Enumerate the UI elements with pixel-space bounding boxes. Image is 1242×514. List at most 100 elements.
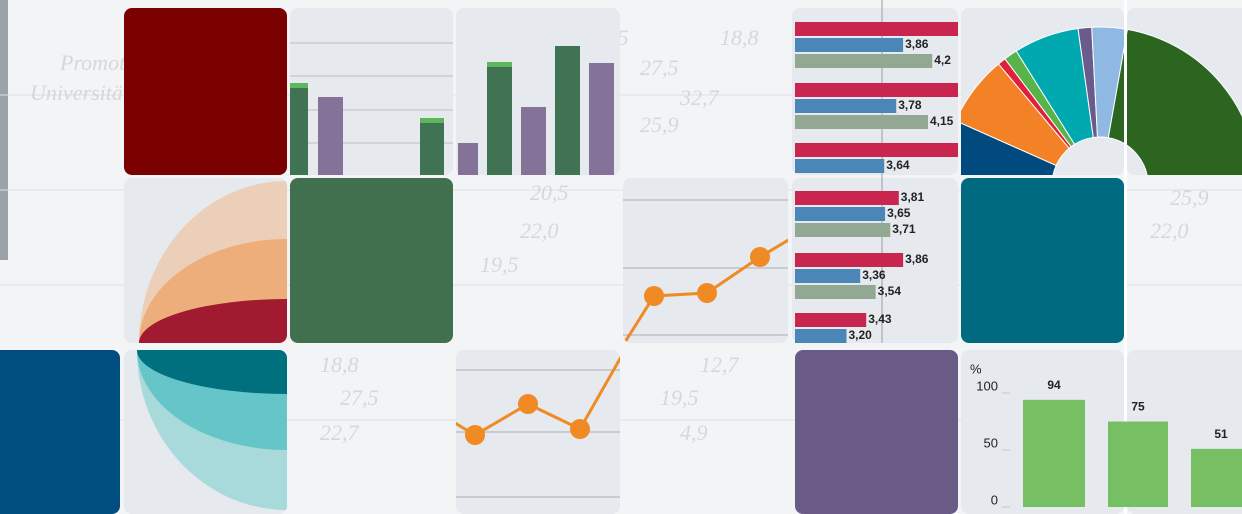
background-number: 22,0 — [520, 218, 559, 243]
background-number: 27,5 — [340, 385, 379, 410]
dot — [697, 283, 717, 303]
tile — [290, 178, 453, 343]
edge-strip — [0, 0, 8, 260]
bar — [420, 123, 444, 175]
background-number: 19,5 — [660, 385, 699, 410]
tile — [961, 178, 1124, 343]
bar — [795, 223, 891, 237]
fan-layer — [137, 350, 287, 450]
bar — [795, 143, 958, 157]
bar-cap — [487, 62, 512, 67]
bar-cap — [290, 83, 308, 88]
dot — [518, 394, 538, 414]
value-label: 3,81 — [901, 190, 925, 204]
bar — [589, 63, 614, 175]
fan-layer — [137, 350, 287, 394]
y-tick-label: 100 — [976, 378, 998, 393]
value-label: 4,15 — [930, 114, 954, 128]
dot — [465, 425, 485, 445]
bar — [521, 107, 546, 175]
background-number: 22,7 — [320, 420, 360, 445]
value-label: 94 — [1047, 378, 1061, 392]
tile — [0, 350, 120, 514]
dot — [750, 247, 770, 267]
background-number: Universität — [30, 80, 130, 105]
bar — [1108, 421, 1168, 507]
dot — [644, 286, 664, 306]
fan — [139, 181, 287, 343]
fan-layer — [139, 299, 287, 343]
fan — [137, 350, 287, 510]
bar — [795, 115, 928, 129]
bar — [795, 329, 847, 343]
y-tick-label: 50 — [984, 435, 998, 450]
bar — [318, 97, 343, 175]
bar — [555, 46, 580, 175]
bar — [795, 159, 885, 173]
bar — [795, 83, 958, 97]
mini-line — [623, 199, 788, 343]
axis-unit: % — [970, 361, 982, 376]
y-tick-label: 0 — [991, 492, 998, 507]
bar — [795, 191, 899, 205]
bar-cap — [420, 118, 444, 123]
background-number: 4,9 — [680, 420, 708, 445]
value-label: 3,86 — [905, 252, 929, 266]
value-label: 3,54 — [878, 284, 902, 298]
bar — [1023, 399, 1085, 507]
bar-group: 3,43 3,20 — [795, 312, 892, 343]
bar — [458, 143, 478, 175]
background-number: 25,9 — [1170, 185, 1209, 210]
vbars: % 0 50 100 94 75 51 — [970, 361, 1242, 508]
value-label: 3,20 — [848, 328, 872, 342]
bar — [795, 38, 904, 52]
value-label: 3,78 — [898, 98, 922, 112]
tile — [124, 8, 287, 175]
value-label: 51 — [1214, 427, 1228, 441]
value-label: 3,65 — [887, 206, 911, 220]
mini-bars — [290, 42, 614, 175]
bar — [795, 313, 867, 327]
donut-segment — [961, 122, 1057, 175]
value-label: 3,71 — [892, 222, 916, 236]
donut — [961, 26, 1242, 175]
bar — [487, 67, 512, 175]
bar — [795, 22, 958, 36]
mini-line — [456, 350, 620, 498]
donut-segment — [1107, 28, 1242, 175]
bar — [795, 269, 861, 283]
background-number: 18,8 — [720, 25, 759, 50]
background-number: 22,0 — [1150, 218, 1189, 243]
bar-group: 3,78 4,15 — [795, 83, 958, 129]
bar — [795, 207, 886, 221]
bar-group: 3,64 — [795, 143, 958, 173]
background-number: 12,7 — [700, 352, 740, 377]
bar — [795, 285, 876, 299]
tile — [623, 178, 788, 343]
background-number: 18,8 — [320, 352, 359, 377]
hbars: 3,86 4,2 3,78 4,15 3,64 3,81 3,65 3,71 3,863,363… — [795, 22, 958, 343]
bar-group: 3,86 4,2 — [795, 22, 958, 68]
background-number: 20,5 — [530, 180, 569, 205]
bar — [795, 54, 933, 68]
bar — [1191, 448, 1242, 507]
value-label: 3,86 — [905, 37, 929, 51]
value-label: 3,64 — [886, 158, 910, 172]
tile-gap — [1124, 0, 1127, 514]
bar — [290, 88, 308, 175]
bar — [795, 99, 897, 113]
fan-layer — [139, 239, 287, 343]
bar-group: 3,86 3,36 3,54 — [795, 252, 929, 299]
tile — [795, 350, 958, 514]
value-label: 75 — [1131, 400, 1145, 414]
value-label: 4,2 — [934, 53, 951, 67]
dot — [570, 419, 590, 439]
value-label: 3,43 — [868, 312, 892, 326]
background-number: 25,9 — [640, 112, 679, 137]
background-number: 27,5 — [640, 55, 679, 80]
bar — [795, 253, 904, 267]
bar-group: 3,81 3,65 3,71 — [795, 190, 924, 237]
background-number: 19,5 — [480, 252, 519, 277]
